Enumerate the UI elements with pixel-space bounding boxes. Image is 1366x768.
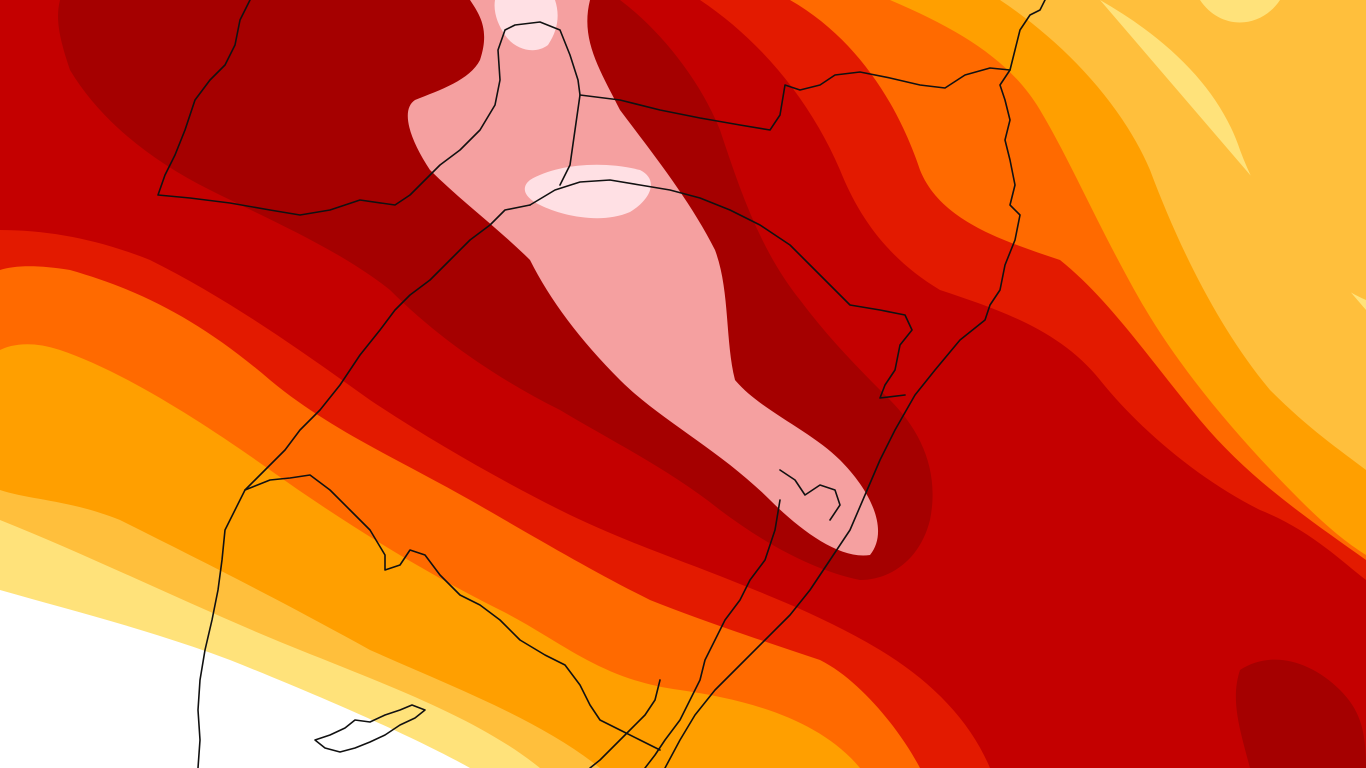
lagoon-west (589, 679, 661, 768)
coastline (664, 0, 1046, 768)
border-north (579, 67, 1011, 131)
river-estuary (314, 704, 426, 753)
border-northwest (157, 0, 581, 216)
band-pink (407, 0, 879, 556)
band-dark-red-south (1235, 659, 1366, 768)
border-uruguay (244, 474, 661, 751)
border-sc-rs (779, 469, 841, 521)
band-palest-pink-mid (524, 164, 651, 219)
lagoon (644, 499, 781, 768)
border-pr-sc (529, 179, 913, 399)
boundary-lines (157, 0, 1046, 768)
border-west (197, 204, 531, 768)
band-palest-pink-top (494, 0, 558, 51)
